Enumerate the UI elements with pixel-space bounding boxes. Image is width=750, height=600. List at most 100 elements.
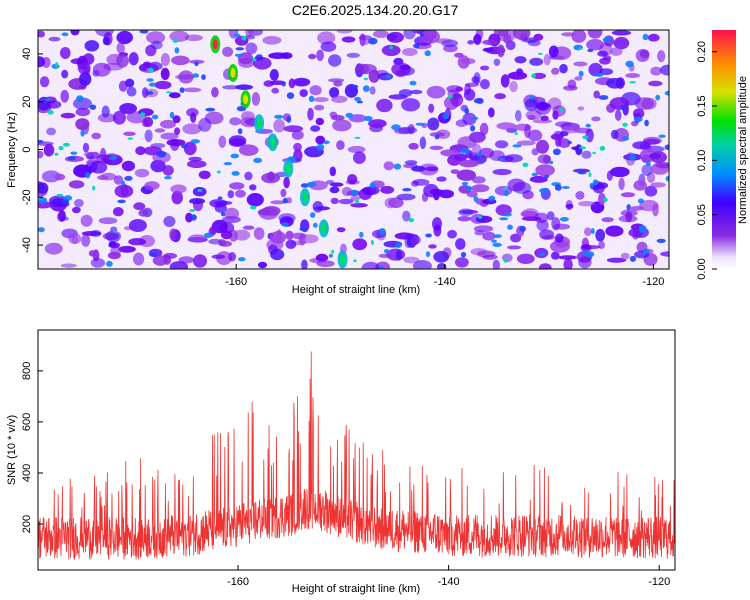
heatmap-x-tick-label: -120	[642, 276, 664, 288]
heatmap-cell	[189, 198, 206, 205]
heatmap-cell	[110, 246, 121, 257]
heatmap-x-axis: -160 -140 -120	[225, 264, 664, 288]
heatmap-cell	[381, 44, 401, 57]
heatmap-cell	[350, 189, 359, 196]
heatmap-cell	[362, 186, 380, 196]
heatmap-cell	[665, 176, 669, 182]
heatmap-cell	[563, 258, 573, 269]
heatmap-cell	[306, 181, 317, 187]
heatmap-cell	[642, 248, 650, 254]
heatmap-cell	[251, 92, 261, 106]
heatmap-ridge-core	[321, 223, 327, 234]
heatmap-cell	[144, 181, 160, 191]
heatmap-cell	[477, 215, 483, 219]
heatmap-cell	[629, 154, 636, 161]
heatmap-cell	[369, 182, 376, 189]
heatmap-cell	[70, 151, 78, 155]
heatmap-cell	[467, 40, 474, 45]
colorbar-tick-label: 0.20	[696, 41, 708, 62]
heatmap-cell	[281, 222, 289, 227]
heatmap-cell	[98, 217, 118, 225]
heatmap-cell	[540, 115, 549, 122]
heatmap-cell	[561, 124, 581, 134]
heatmap-cell	[621, 192, 635, 198]
heatmap-cell	[493, 30, 509, 37]
heatmap-cell	[588, 62, 603, 77]
heatmap-cell	[589, 183, 594, 187]
heatmap-cell	[507, 224, 513, 230]
heatmap-cell	[238, 257, 246, 262]
heatmap-cell	[229, 182, 245, 190]
snr-series	[38, 351, 675, 560]
heatmap-cell	[551, 251, 560, 260]
heatmap-cell	[492, 242, 502, 247]
heatmap-ridge-core	[270, 137, 276, 148]
heatmap-cell	[482, 254, 498, 260]
heatmap-cell	[539, 188, 549, 194]
heatmap-cell	[470, 213, 486, 224]
heatmap-cell	[76, 95, 84, 102]
heatmap-cell	[121, 180, 126, 186]
heatmap-cell	[223, 162, 233, 166]
heatmap-x-tick-label: -160	[225, 276, 247, 288]
heatmap-cell	[168, 92, 181, 99]
heatmap-cell	[515, 110, 522, 122]
heatmap-cell	[582, 135, 589, 140]
heatmap-cell	[503, 186, 508, 190]
heatmap-cell	[174, 47, 180, 54]
heatmap-cell	[106, 260, 113, 267]
heatmap-cell	[231, 171, 240, 176]
heatmap-cell	[262, 206, 281, 216]
heatmap-cell	[165, 91, 172, 94]
heatmap-cell	[291, 130, 304, 140]
heatmap-y-tick-label: 40	[21, 48, 33, 60]
heatmap-cell	[197, 189, 202, 192]
heatmap-cell	[659, 64, 669, 76]
heatmap-cell	[190, 214, 197, 221]
heatmap-cell	[310, 212, 316, 218]
heatmap-cell	[492, 259, 500, 269]
heatmap-cell	[61, 32, 69, 37]
heatmap-cell	[268, 52, 288, 59]
heatmap-cell	[128, 52, 139, 66]
heatmap-cell	[551, 67, 560, 75]
heatmap-cell	[347, 145, 366, 154]
heatmap-cell	[301, 259, 308, 269]
heatmap-cell	[350, 203, 368, 208]
heatmap-cell	[635, 49, 650, 62]
heatmap-cell	[356, 100, 363, 104]
heatmap-y-tick-label: 20	[21, 96, 33, 108]
heatmap-cell	[503, 33, 512, 44]
heatmap-cell	[293, 77, 311, 87]
heatmap-cell	[38, 197, 48, 205]
heatmap-cell	[461, 181, 469, 186]
heatmap-cell	[60, 112, 76, 119]
heatmap-cell	[72, 206, 81, 214]
heatmap-cell	[193, 254, 207, 268]
heatmap-cell	[597, 50, 608, 57]
heatmap-cell	[455, 238, 466, 250]
heatmap-cell	[507, 178, 526, 192]
heatmap-cell	[380, 185, 395, 194]
heatmap-cell	[181, 144, 189, 149]
heatmap-cell	[473, 98, 483, 104]
heatmap-cell	[160, 119, 176, 129]
heatmap-cell	[250, 205, 257, 210]
heatmap-cell	[435, 38, 453, 44]
heatmap-cell	[203, 232, 213, 238]
heatmap-cell	[253, 227, 265, 240]
colorbar-tick-label: 0.00	[696, 258, 708, 279]
heatmap-cell	[154, 128, 166, 133]
heatmap-cell	[401, 98, 421, 112]
heatmap-cell	[143, 116, 154, 128]
snr-line	[38, 351, 675, 560]
heatmap-cell	[169, 228, 178, 241]
heatmap-cell	[142, 87, 149, 98]
heatmap-cell	[603, 197, 608, 203]
heatmap-cell	[228, 252, 236, 262]
heatmap-cell	[414, 42, 420, 49]
heatmap-cell	[399, 64, 411, 70]
heatmap-cell	[354, 136, 361, 139]
heatmap-cell	[476, 152, 483, 157]
heatmap-cell	[599, 68, 614, 76]
